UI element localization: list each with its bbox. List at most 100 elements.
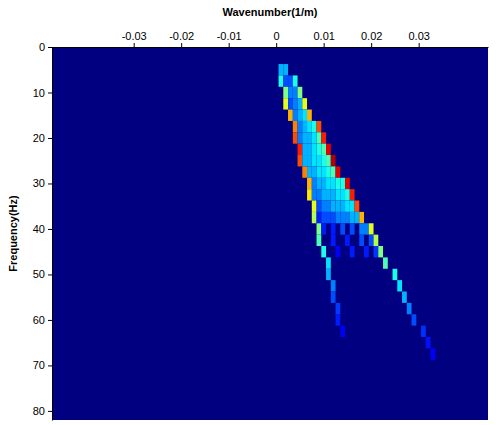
heat-cell xyxy=(302,144,307,155)
heat-cell xyxy=(312,144,317,155)
y-tick: 80 xyxy=(33,405,52,417)
heat-cell xyxy=(350,201,355,212)
heat-cell xyxy=(326,144,331,155)
x-tick-mark xyxy=(229,43,230,47)
heat-cell xyxy=(283,64,288,75)
y-tick-mark xyxy=(48,92,52,93)
heat-cell xyxy=(364,223,369,234)
heat-cell xyxy=(374,235,379,246)
x-axis-title: Wavenumber(1/m) xyxy=(223,6,318,18)
heat-cell xyxy=(407,303,412,314)
y-axis-line xyxy=(52,48,53,421)
heat-cell xyxy=(331,189,336,200)
x-axis-line xyxy=(53,47,489,48)
heat-cell xyxy=(307,178,312,189)
y-tick-label: 50 xyxy=(33,268,45,280)
heat-cell xyxy=(345,178,350,189)
y-tick-label: 10 xyxy=(33,87,45,99)
x-tick-label: -0.03 xyxy=(122,30,147,42)
heat-cell xyxy=(298,110,303,121)
heat-cell xyxy=(383,257,388,268)
heat-cell xyxy=(378,246,383,257)
heat-cell xyxy=(345,235,350,246)
x-axis: -0.03-0.02-0.0100.010.020.03 xyxy=(53,30,489,48)
heat-cell xyxy=(421,326,426,337)
heat-cell xyxy=(336,303,341,314)
heat-cell xyxy=(359,212,364,223)
cells xyxy=(279,64,436,360)
x-tick-mark xyxy=(134,43,135,47)
heat-cell xyxy=(307,132,312,143)
y-tick-label: 20 xyxy=(33,132,45,144)
heat-cell xyxy=(279,64,284,75)
heat-cell xyxy=(340,212,345,223)
heat-cell xyxy=(317,223,322,234)
y-tick: 50 xyxy=(33,268,52,280)
heat-cell xyxy=(321,212,326,223)
y-tick: 30 xyxy=(33,177,52,189)
heat-cell xyxy=(293,110,298,121)
heat-cell xyxy=(321,132,326,143)
x-tick-label: -0.02 xyxy=(169,30,194,42)
heat-cell xyxy=(307,110,312,121)
y-tick-mark xyxy=(48,138,52,139)
heat-cell xyxy=(374,246,379,257)
heat-cell xyxy=(350,212,355,223)
heat-cell xyxy=(302,110,307,121)
y-tick: 70 xyxy=(33,359,52,371)
x-tick-mark xyxy=(371,43,372,47)
heat-cell xyxy=(350,223,355,234)
x-tick: 0.02 xyxy=(361,30,382,47)
heat-cell xyxy=(359,223,364,234)
heat-cell xyxy=(317,201,322,212)
heat-cell xyxy=(302,132,307,143)
heat-cell xyxy=(340,178,345,189)
heat-cell xyxy=(331,178,336,189)
heat-cell xyxy=(293,132,298,143)
heat-cell xyxy=(336,189,341,200)
heat-cell xyxy=(331,201,336,212)
y-tick: 0 xyxy=(39,41,52,53)
heat-cell xyxy=(279,75,284,86)
heat-cell xyxy=(307,121,312,132)
y-tick-mark xyxy=(48,365,52,366)
y-tick-label: 0 xyxy=(39,41,45,53)
heat-cell xyxy=(283,98,288,109)
heat-cell xyxy=(298,132,303,143)
heat-cell xyxy=(326,155,331,166)
heat-cell xyxy=(350,246,355,257)
heat-cell xyxy=(321,201,326,212)
heat-cell xyxy=(298,144,303,155)
heat-cell xyxy=(326,269,331,280)
x-tick-label: 0.02 xyxy=(361,30,382,42)
heat-cell xyxy=(317,189,322,200)
heat-cell xyxy=(326,212,331,223)
y-tick-mark xyxy=(48,183,52,184)
heat-cell xyxy=(355,201,360,212)
chart-svg: -0.03-0.02-0.0100.010.020.03010203040506… xyxy=(0,0,496,425)
x-tick-label: -0.01 xyxy=(217,30,242,42)
heat-cell xyxy=(317,121,322,132)
heat-cell xyxy=(336,166,341,177)
chart-container: -0.03-0.02-0.0100.010.020.03010203040506… xyxy=(0,0,496,425)
heat-cell xyxy=(331,155,336,166)
heat-cell xyxy=(283,87,288,98)
heat-cell xyxy=(317,144,322,155)
heat-cell xyxy=(355,212,360,223)
y-tick: 60 xyxy=(33,314,52,326)
heat-cell xyxy=(298,121,303,132)
y-tick-label: 40 xyxy=(33,223,45,235)
heat-cell xyxy=(340,326,345,337)
heat-cell xyxy=(359,235,364,246)
heat-cell xyxy=(293,98,298,109)
heat-cell xyxy=(307,144,312,155)
y-tick-label: 70 xyxy=(33,359,45,371)
heat-cell xyxy=(293,75,298,86)
x-tick-mark xyxy=(324,43,325,47)
heat-cell xyxy=(288,87,293,98)
heat-cell xyxy=(302,155,307,166)
heat-cell xyxy=(321,178,326,189)
heat-cell xyxy=(302,98,307,109)
heat-cell xyxy=(321,223,326,234)
heat-cell xyxy=(426,337,431,348)
